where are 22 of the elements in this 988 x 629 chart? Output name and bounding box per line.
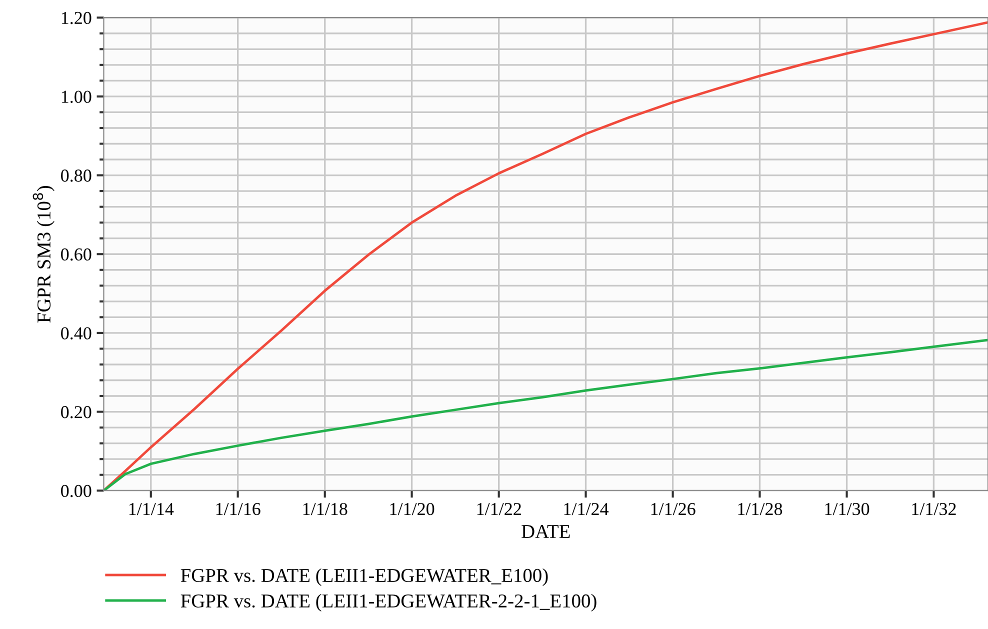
x-axis-title: DATE bbox=[522, 525, 570, 538]
y-axis-title: FGPR SM3 (10$^{8}$) bbox=[32, 186, 54, 323]
x-tick-label: 1/1/16 bbox=[216, 503, 260, 516]
x-tick-label: 1/1/14 bbox=[129, 503, 174, 516]
x-tick-label: 1/1/20 bbox=[390, 502, 434, 516]
y-tick-label: 0.40 bbox=[61, 327, 92, 340]
x-tick-label: 1/1/24 bbox=[564, 503, 609, 516]
x-tick-label: 1/1/30 bbox=[825, 502, 870, 516]
y-tick-label: 0.20 bbox=[61, 406, 92, 418]
y-tick-label: 1.20 bbox=[62, 12, 92, 24]
y-tick-label: 1.00 bbox=[62, 90, 92, 103]
legend-label: FGPR vs. DATE (LEII1-EDGEWATER-2-2-1_E100) bbox=[180, 594, 596, 612]
x-tick-label: 1/1/26 bbox=[651, 503, 696, 516]
y-tick-label: 0.60 bbox=[61, 248, 92, 261]
y-tick-label: 0.00 bbox=[61, 484, 92, 498]
x-tick-label: 1/1/32 bbox=[912, 503, 956, 516]
x-tick-label: 1/1/22 bbox=[477, 503, 521, 516]
x-tick-label: 1/1/18 bbox=[303, 502, 348, 516]
line-series bbox=[104, 21, 988, 491]
x-tick-label: 1/1/28 bbox=[738, 502, 782, 516]
y-tick-label: 0.80 bbox=[61, 170, 92, 182]
legend-label: FGPR vs. DATE (LEII1-EDGEWATER_E100) bbox=[180, 568, 548, 586]
